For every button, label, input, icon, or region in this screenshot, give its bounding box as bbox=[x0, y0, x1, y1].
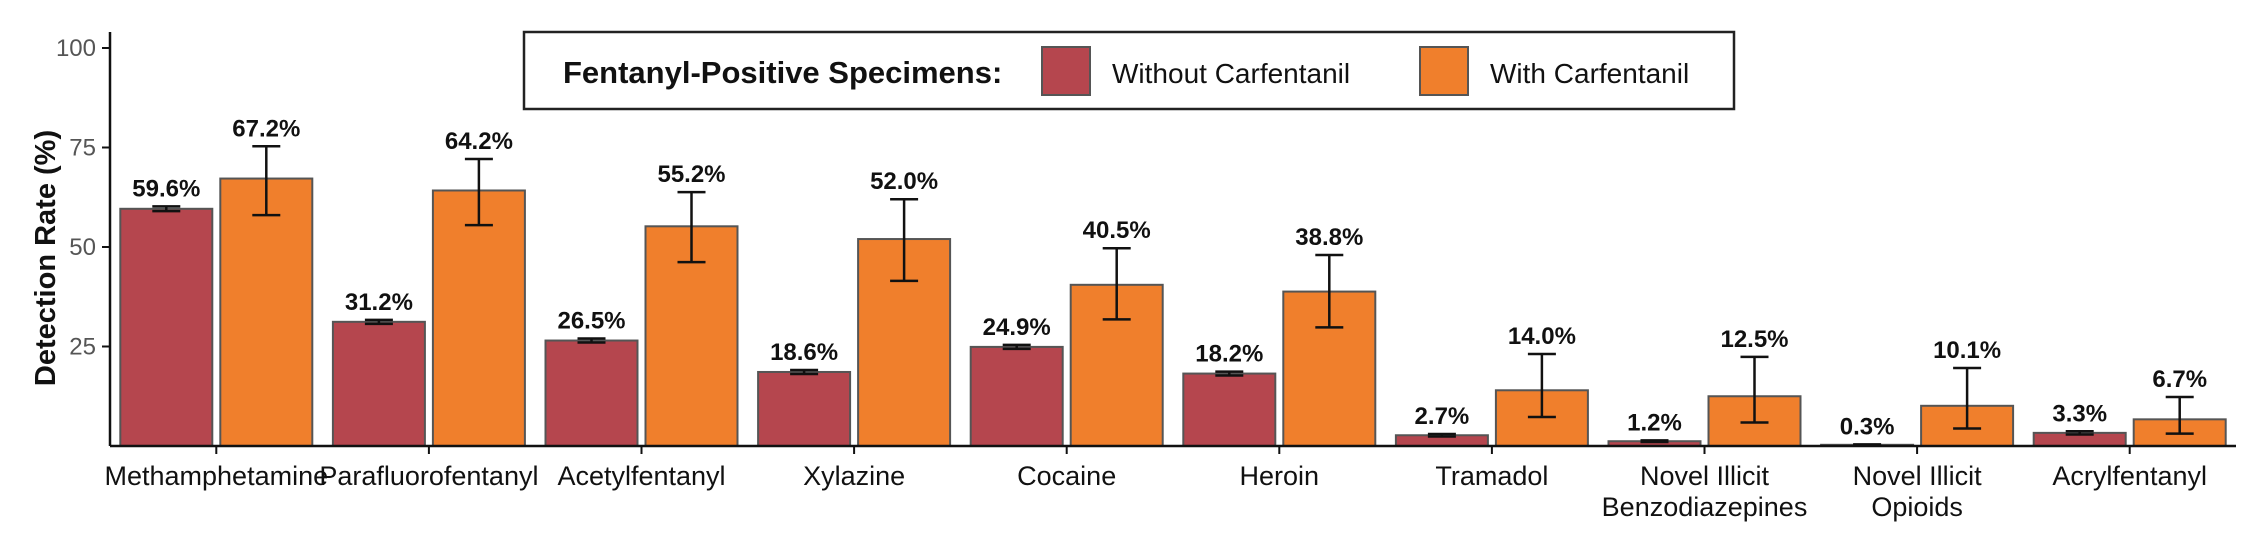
error-bar bbox=[1527, 352, 1556, 419]
x-tick-label-line: Benzodiazepines bbox=[1602, 492, 1808, 522]
x-tick-label-line: Novel Illicit bbox=[1853, 461, 1983, 491]
legend: Fentanyl-Positive Specimens: Without Car… bbox=[522, 30, 1736, 111]
x-tick-label: Heroin bbox=[1240, 461, 1320, 491]
bar-group: 1.2% 12.5% bbox=[1607, 326, 1802, 447]
bar-group: 24.9% 40.5% bbox=[969, 217, 1164, 448]
error-bar bbox=[790, 368, 819, 376]
data-label: 1.2% bbox=[1627, 409, 1682, 436]
data-label: 59.6% bbox=[132, 175, 200, 202]
x-tick-label: Acetylfentanyl bbox=[557, 461, 725, 491]
data-label: 10.1% bbox=[1933, 337, 2001, 364]
y-tick-label: 50 bbox=[69, 234, 96, 261]
x-tick-label: Acrylfentanyl bbox=[2052, 461, 2207, 491]
plot-area: 59.6% 67.2% 31.2% 64.2% 26.5% 55.2% 18.6% 52.0%… bbox=[119, 115, 2227, 448]
data-label: 67.2% bbox=[232, 115, 300, 142]
bar-without-carfentanil bbox=[1182, 372, 1277, 447]
error-bar bbox=[464, 157, 493, 227]
y-tick-label: 100 bbox=[56, 35, 96, 62]
legend-swatch-with bbox=[1419, 46, 1469, 96]
data-label: 14.0% bbox=[1508, 323, 1576, 350]
x-tick-label-line: Tramadol bbox=[1435, 461, 1548, 491]
error-bar bbox=[2165, 395, 2194, 435]
error-bar bbox=[1002, 343, 1031, 351]
bar-group: 31.2% 64.2% bbox=[331, 128, 526, 448]
error-bar bbox=[364, 318, 393, 326]
y-axis-title: Detection Rate (%) bbox=[30, 130, 62, 386]
bar-without-carfentanil bbox=[119, 207, 214, 447]
bar-group: 18.6% 52.0% bbox=[757, 168, 952, 447]
x-tick-label-line: Acetylfentanyl bbox=[557, 461, 725, 491]
legend-frame bbox=[522, 30, 1736, 111]
bar-without-carfentanil bbox=[757, 370, 852, 447]
bar-without-carfentanil bbox=[969, 345, 1064, 448]
error-bar bbox=[152, 205, 181, 213]
y-tick-label: 75 bbox=[69, 135, 96, 162]
error-bar bbox=[890, 197, 919, 283]
bar-group: 0.3% 10.1% bbox=[1820, 337, 2015, 447]
data-label: 24.9% bbox=[983, 314, 1051, 341]
error-bar bbox=[1215, 370, 1244, 377]
x-tick-label: Novel Illicit Benzodiazepines bbox=[1602, 461, 1808, 522]
data-label: 0.3% bbox=[1840, 413, 1895, 440]
y-axis: 25 50 75 100 bbox=[56, 32, 112, 446]
error-bar bbox=[2065, 430, 2094, 436]
error-bar bbox=[252, 145, 281, 217]
data-label: 3.3% bbox=[2052, 400, 2107, 427]
x-tick-label: Novel Illicit Opioids bbox=[1853, 461, 1983, 522]
data-label: 6.7% bbox=[2152, 366, 2207, 393]
x-tick-label-line: Parafluorofentanyl bbox=[319, 461, 538, 491]
bar-without-carfentanil bbox=[331, 320, 426, 448]
data-label: 38.8% bbox=[1295, 224, 1363, 251]
error-bar bbox=[577, 337, 606, 344]
bar-with-carfentanil bbox=[219, 177, 314, 447]
legend-title: Fentanyl-Positive Specimens: bbox=[563, 55, 1002, 90]
data-label: 12.5% bbox=[1720, 326, 1788, 353]
error-bar bbox=[1427, 432, 1456, 438]
data-label: 18.2% bbox=[1195, 341, 1263, 368]
data-label: 64.2% bbox=[445, 128, 513, 155]
data-label: 40.5% bbox=[1083, 217, 1151, 244]
data-label: 18.6% bbox=[770, 339, 838, 366]
data-label: 52.0% bbox=[870, 168, 938, 195]
x-tick-label-line: Novel Illicit bbox=[1640, 461, 1770, 491]
bar-group: 2.7% 14.0% bbox=[1394, 323, 1589, 447]
x-tick-label: Methamphetamine bbox=[104, 461, 328, 491]
x-tick-label: Cocaine bbox=[1017, 461, 1116, 491]
data-label: 26.5% bbox=[557, 308, 625, 335]
x-tick-label-line: Acrylfentanyl bbox=[2052, 461, 2207, 491]
x-tick-label-line: Xylazine bbox=[803, 461, 905, 491]
error-bar bbox=[1953, 366, 1982, 430]
legend-label-without: Without Carfentanil bbox=[1112, 58, 1350, 89]
x-tick-label: Tramadol bbox=[1435, 461, 1548, 491]
x-tick-label-line: Cocaine bbox=[1017, 461, 1116, 491]
x-tick-label: Parafluorofentanyl bbox=[319, 461, 538, 491]
legend-swatch-without bbox=[1041, 46, 1091, 96]
bar-group: 59.6% 67.2% bbox=[119, 115, 314, 447]
data-label: 31.2% bbox=[345, 289, 413, 316]
x-tick-label-line: Heroin bbox=[1240, 461, 1320, 491]
legend-label-with: With Carfentanil bbox=[1490, 58, 1689, 89]
bar-group: 18.2% 38.8% bbox=[1182, 224, 1377, 447]
x-tick-label-line: Opioids bbox=[1871, 492, 1963, 522]
error-bar bbox=[677, 190, 706, 264]
bar-with-carfentanil bbox=[431, 189, 526, 447]
x-tick-label-line: Methamphetamine bbox=[104, 461, 328, 491]
data-label: 2.7% bbox=[1415, 403, 1470, 430]
bar-group: 26.5% 55.2% bbox=[544, 161, 739, 447]
x-tick-label: Xylazine bbox=[803, 461, 905, 491]
bar-without-carfentanil bbox=[544, 339, 639, 447]
error-bar bbox=[1640, 439, 1669, 444]
bar-group: 3.3% 6.7% bbox=[2032, 366, 2227, 448]
data-label: 55.2% bbox=[657, 161, 725, 188]
y-tick-label: 25 bbox=[69, 334, 96, 361]
error-bar bbox=[1740, 355, 1769, 424]
error-bar bbox=[1102, 246, 1131, 321]
error-bar bbox=[1315, 253, 1344, 329]
